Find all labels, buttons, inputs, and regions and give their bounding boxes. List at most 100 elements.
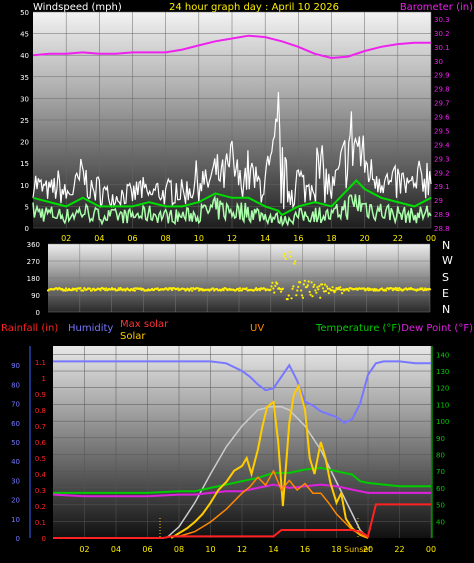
barometer-title: Barometer (in) [400, 2, 473, 13]
direction-point [289, 255, 292, 258]
speed-trace [32, 194, 432, 228]
direction-point [305, 285, 308, 289]
y-tick-label: 29.5 [434, 127, 450, 135]
y-tick-label: 140 [436, 351, 449, 359]
direction-point [240, 289, 243, 292]
direction-point [236, 287, 240, 290]
y-tick-label: 360 [27, 241, 40, 249]
combo-gridlines [53, 346, 432, 538]
direction-point [334, 289, 337, 292]
direction-point [245, 287, 248, 290]
y-tick-label: 29.2 [434, 169, 450, 177]
y-tick-label: 30 [434, 58, 443, 66]
y-tick-label: 20 [20, 139, 29, 147]
x-tick-label: 10 [194, 234, 204, 243]
direction-point [287, 294, 290, 297]
temperature-y-ticks: 40 50 60 70 80 90 100 110 120 130 140 [436, 351, 449, 526]
y-tick-label: 35 [20, 74, 29, 82]
rainfall-label: Rainfall (in) [1, 323, 58, 334]
compass-letter: N [442, 303, 450, 316]
direction-point [297, 285, 300, 288]
direction-point [396, 287, 399, 290]
y-tick-label: 29.8 [434, 86, 450, 94]
chart-date-title: 24 hour graph day : April 10 2026 [169, 2, 339, 13]
direction-point [288, 251, 291, 254]
x-tick-label: 20 [363, 545, 373, 554]
x-tick-label: 16 [293, 234, 303, 243]
y-tick-label: 90 [436, 435, 445, 443]
y-tick-label: 40 [20, 52, 29, 60]
y-tick-label: 29.3 [434, 155, 450, 163]
humidity-label: Humidity [68, 323, 113, 334]
direction-point [293, 262, 296, 265]
y-tick-label: 0.5 [35, 455, 46, 463]
y-tick-label: 30 [11, 477, 20, 485]
direction-point [390, 287, 393, 290]
x-tick-label: 20 [360, 234, 370, 243]
direction-point [272, 287, 275, 290]
direction-point [321, 287, 325, 290]
direction-point [339, 286, 342, 289]
solar-label: Solar [120, 331, 146, 342]
y-tick-label: 30.2 [434, 30, 450, 38]
direction-point [183, 287, 186, 291]
direction-point [311, 295, 314, 298]
direction-point [330, 289, 333, 292]
direction-point [363, 287, 366, 290]
sunset-label: Sunset [344, 545, 371, 554]
direction-point [296, 289, 299, 292]
compass-letter: N [442, 239, 450, 252]
direction-point [286, 298, 289, 301]
direction-point [281, 287, 284, 290]
y-tick-label: 50 [436, 502, 445, 510]
y-tick-label: 80 [11, 381, 20, 389]
x-tick-label: 10 [205, 545, 215, 554]
direction-point [258, 289, 262, 292]
direction-point [314, 289, 317, 292]
direction-y-ticks: 0 90 180 270 360 [27, 241, 40, 317]
direction-point [279, 287, 282, 291]
y-tick-label: 120 [436, 385, 449, 393]
direction-point [65, 287, 68, 290]
temperature-label: Temperature (°F) [315, 323, 401, 334]
y-tick-label: 1.1 [35, 359, 46, 367]
y-tick-label: 70 [11, 401, 20, 409]
direction-point [326, 287, 329, 290]
uv-line [178, 469, 369, 539]
y-tick-label: 29.6 [434, 114, 450, 122]
direction-point [308, 290, 311, 293]
y-tick-label: 25 [20, 117, 29, 125]
direction-point [332, 289, 335, 292]
y-tick-label: 20 [11, 497, 20, 505]
direction-point [299, 281, 302, 284]
direction-point [294, 260, 297, 263]
direction-point [271, 281, 274, 284]
direction-point [82, 289, 85, 292]
solar-line [170, 383, 369, 539]
direction-point [428, 288, 432, 291]
direction-point [316, 286, 319, 289]
y-tick-label: 15 [20, 160, 29, 168]
x-tick-label: 02 [79, 545, 89, 554]
direction-point [302, 283, 305, 286]
x-tick-label: 12 [227, 234, 237, 243]
direction-gridlines [48, 243, 431, 313]
direction-point [306, 284, 309, 287]
x-tick-label: 14 [260, 234, 270, 243]
direction-point [312, 285, 315, 288]
direction-point [237, 289, 241, 292]
wind-y-ticks: 0 5 10 15 20 25 30 35 40 45 50 [20, 9, 29, 233]
y-tick-label: 0.1 [35, 519, 46, 527]
x-tick-label: 22 [394, 545, 404, 554]
direction-point [341, 292, 344, 295]
y-tick-label: 0.2 [35, 503, 46, 511]
y-tick-label: 130 [436, 368, 449, 376]
direction-point [290, 297, 293, 300]
dew-point-label: Dew Point (°F) [401, 323, 473, 334]
y-tick-label: 29.1 [434, 183, 450, 191]
direction-point [315, 291, 318, 294]
direction-point [276, 282, 279, 285]
rain-y-ticks: 0 0.1 0.2 0.3 0.4 0.5 0.6 0.7 0.8 0.9 1 1.1 [35, 359, 47, 543]
